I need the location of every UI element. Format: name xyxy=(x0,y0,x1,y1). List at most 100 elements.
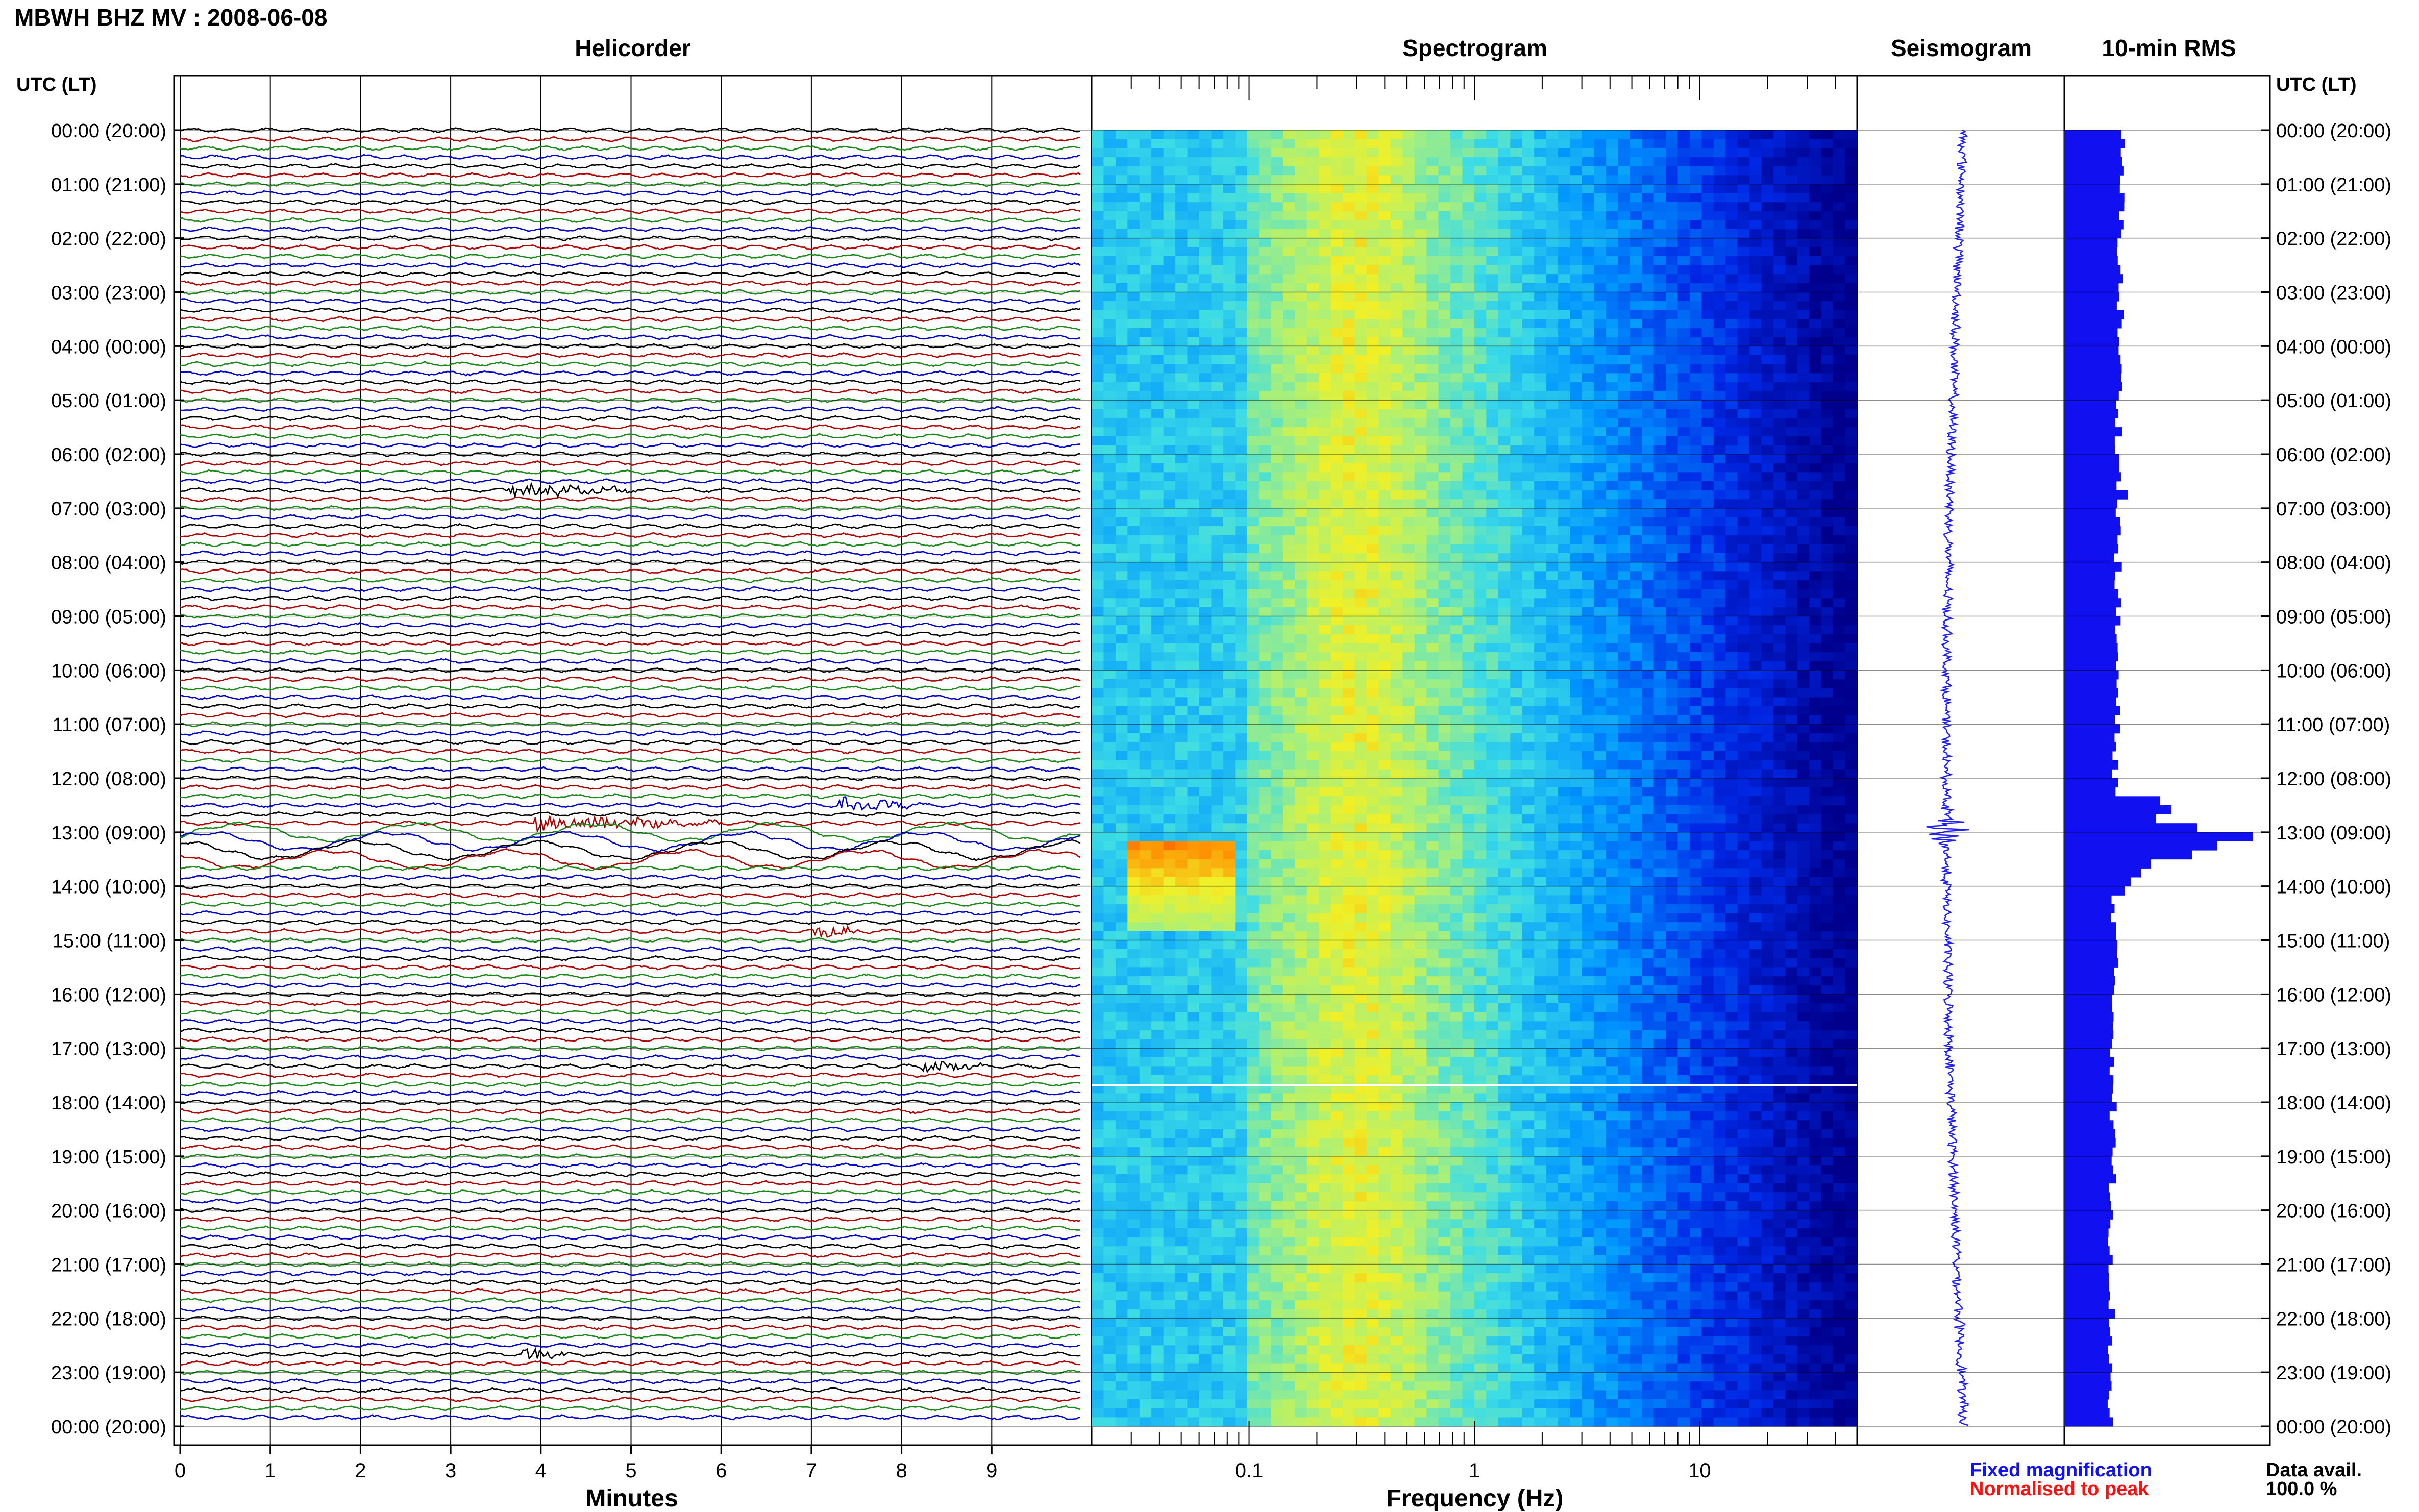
spectrogram-cell xyxy=(1606,571,1618,581)
spectrogram-cell xyxy=(1713,274,1726,284)
spectrogram-cell xyxy=(1666,616,1678,626)
spectrogram-cell xyxy=(1773,742,1786,752)
spectrogram-cell xyxy=(1330,283,1343,293)
spectrogram-cell xyxy=(1151,175,1164,185)
spectrogram-cell xyxy=(1211,418,1224,428)
spectrogram-cell xyxy=(1259,139,1272,148)
spectrogram-cell xyxy=(1283,571,1295,581)
spectrogram-cell xyxy=(1402,355,1415,365)
spectrogram-cell xyxy=(1092,661,1104,671)
spectrogram-cell xyxy=(1785,193,1798,203)
spectrogram-cell xyxy=(1594,319,1607,329)
spectrogram-cell xyxy=(1725,274,1738,284)
spectrogram-cell xyxy=(1773,157,1786,167)
spectrogram-cell xyxy=(1343,409,1355,418)
spectrogram-cell xyxy=(1354,670,1367,680)
spectrogram-cell xyxy=(1642,364,1655,374)
spectrogram-cell xyxy=(1378,778,1391,788)
spectrogram-cell xyxy=(1139,688,1152,698)
spectrogram-cell xyxy=(1139,166,1152,176)
spectrogram-cell xyxy=(1582,607,1594,617)
spectrogram-cell xyxy=(1701,427,1714,437)
spectrogram-cell xyxy=(1378,607,1391,617)
spectrogram-cell xyxy=(1127,355,1140,365)
spectrogram-cell xyxy=(1666,625,1678,635)
spectrogram-cell xyxy=(1534,229,1547,239)
spectrogram-cell xyxy=(1127,265,1140,275)
helicorder-trace xyxy=(180,1347,1081,1360)
spectrogram-cell xyxy=(1151,715,1164,725)
spectrogram-cell xyxy=(1845,202,1858,212)
spectrogram-cell xyxy=(1426,328,1439,338)
helicorder-trace xyxy=(180,1198,1081,1204)
spectrogram-cell xyxy=(1642,517,1655,527)
spectrogram-cell xyxy=(1450,526,1463,536)
spectrogram-cell xyxy=(1259,598,1272,608)
spectrogram-cell xyxy=(1151,661,1164,671)
spectrogram-cell xyxy=(1833,391,1846,401)
spectrogram-cell xyxy=(1809,454,1822,464)
spectrogram-cell xyxy=(1319,616,1331,626)
spectrogram-cell xyxy=(1247,445,1260,455)
spectrogram-cell xyxy=(1642,706,1655,716)
spectrogram-cell xyxy=(1354,679,1367,689)
spectrogram-cell xyxy=(1450,562,1463,572)
spectrogram-cell xyxy=(1570,220,1583,230)
spectrogram-cell xyxy=(1845,229,1858,239)
spectrogram-cell xyxy=(1115,175,1128,185)
spectrogram-cell xyxy=(1546,427,1559,437)
spectrogram-cell xyxy=(1306,229,1319,239)
spectrogram-cell xyxy=(1582,706,1594,716)
spectrogram-cell xyxy=(1390,661,1403,671)
spectrogram-cell xyxy=(1306,724,1319,734)
spectrogram-cell xyxy=(1618,571,1631,581)
spectrogram-cell xyxy=(1115,661,1128,671)
spectrogram-cell xyxy=(1426,688,1439,698)
spectrogram-cell xyxy=(1426,130,1439,140)
spectrogram-cell xyxy=(1486,688,1499,698)
spectrogram-cell xyxy=(1701,679,1714,689)
spectrogram-cell xyxy=(1283,724,1295,734)
spectrogram-cell xyxy=(1618,535,1631,544)
spectrogram-cell xyxy=(1618,301,1631,311)
spectrogram-cell xyxy=(1558,724,1571,734)
spectrogram-cell xyxy=(1713,769,1726,779)
spectrogram-cell xyxy=(1510,265,1523,275)
spectrogram-cell xyxy=(1606,517,1618,527)
helicorder-trace xyxy=(180,307,1081,313)
spectrogram-cell xyxy=(1247,310,1260,319)
spectrogram-cell xyxy=(1151,805,1164,815)
spectrogram-cell xyxy=(1761,211,1774,220)
spectrogram-cell xyxy=(1833,193,1846,203)
spectrogram-cell xyxy=(1510,220,1523,230)
helicorder-trace xyxy=(180,892,1081,899)
spectrogram-cell xyxy=(1103,715,1116,725)
spectrogram-cell xyxy=(1486,211,1499,220)
spectrogram-cell xyxy=(1450,688,1463,698)
spectrogram-cell xyxy=(1534,292,1547,302)
spectrogram-cell xyxy=(1271,643,1283,653)
spectrogram-cell xyxy=(1642,346,1655,356)
spectrogram-cell xyxy=(1737,409,1750,418)
spectrogram-cell xyxy=(1306,571,1319,581)
spectrogram-cell xyxy=(1283,769,1295,779)
spectrogram-cell xyxy=(1498,211,1511,220)
spectrogram-cell xyxy=(1630,328,1642,338)
spectrogram-cell xyxy=(1223,229,1236,239)
spectrogram-cell xyxy=(1773,589,1786,599)
spectrogram-cell xyxy=(1534,580,1547,590)
spectrogram-cell xyxy=(1163,616,1176,626)
spectrogram-cell xyxy=(1462,580,1475,590)
spectrogram-cell xyxy=(1187,553,1200,563)
spectrogram-cell xyxy=(1235,796,1248,806)
spectrogram-cell xyxy=(1510,292,1523,302)
spectrogram-cell xyxy=(1725,184,1738,193)
spectrogram-cell xyxy=(1642,427,1655,437)
spectrogram-cell xyxy=(1462,256,1475,266)
spectrogram-cell xyxy=(1486,175,1499,185)
spectrogram-cell xyxy=(1306,616,1319,626)
spectrogram-cell xyxy=(1306,445,1319,455)
spectrogram-cell xyxy=(1354,688,1367,698)
spectrogram-cell xyxy=(1677,499,1690,509)
spectrogram-cell xyxy=(1199,238,1212,247)
